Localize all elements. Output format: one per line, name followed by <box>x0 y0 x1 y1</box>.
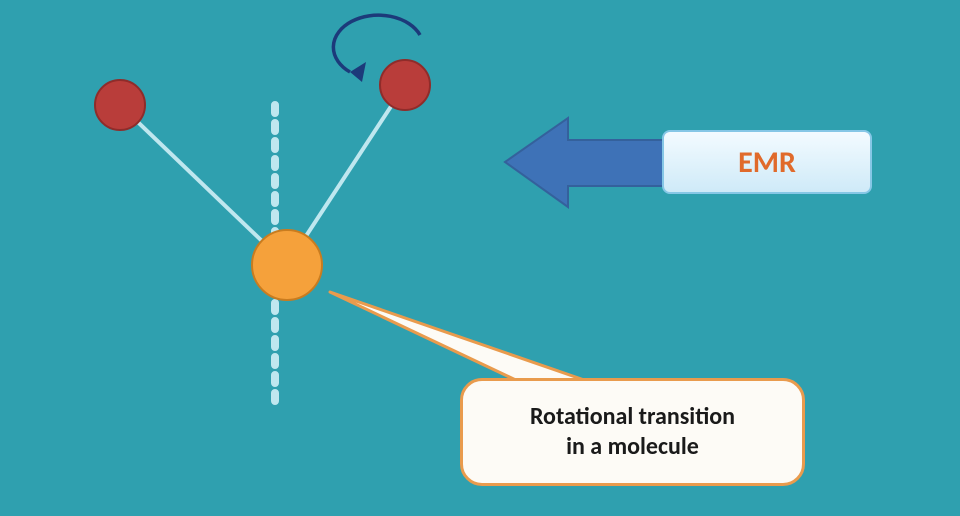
callout-line-1: Rotational transition <box>530 402 735 431</box>
emr-label-text: EMR <box>738 144 796 181</box>
diagram-canvas: EMR Rotational transition in a molecule <box>0 0 960 516</box>
callout-tail <box>330 292 590 382</box>
atom-left <box>95 80 145 130</box>
rotation-arrow-head <box>350 62 366 82</box>
emr-arrow <box>505 118 678 207</box>
atom-center <box>252 230 322 300</box>
atom-right <box>380 60 430 110</box>
callout-box: Rotational transition in a molecule <box>460 378 805 486</box>
emr-label-box: EMR <box>662 130 872 194</box>
callout-line-2: in a molecule <box>566 432 699 461</box>
callout-text: Rotational transition in a molecule <box>530 402 735 462</box>
